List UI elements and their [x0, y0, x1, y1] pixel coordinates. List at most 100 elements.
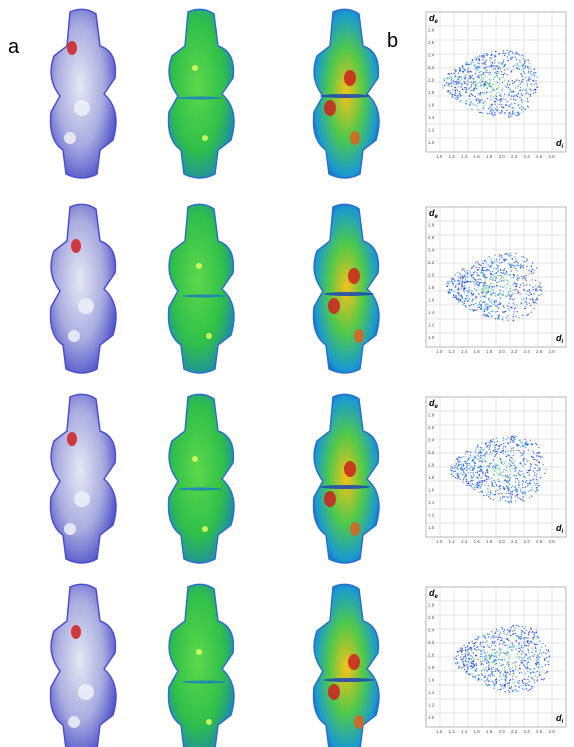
fingerprint-point — [535, 83, 536, 84]
fingerprint-point — [531, 294, 532, 295]
fingerprint-point — [517, 311, 518, 312]
fingerprint-point — [521, 276, 522, 277]
fingerprint-point — [518, 292, 519, 293]
fingerprint-point — [547, 661, 548, 662]
fingerprint-point — [491, 673, 492, 674]
fingerprint-point — [501, 98, 502, 99]
fingerprint-point — [498, 68, 499, 69]
fingerprint-point — [482, 79, 483, 80]
fingerprint-point — [535, 280, 536, 281]
fingerprint-point — [466, 461, 467, 462]
fingerprint-point — [493, 69, 494, 70]
figure-row: 1.01.21.41.61.82.02.22.42.62.81.01.21.41… — [51, 204, 567, 373]
fingerprint-point — [505, 295, 506, 296]
surface-spot — [68, 330, 80, 342]
fingerprint-point — [515, 65, 516, 66]
fingerprint-point — [474, 489, 475, 490]
fingerprint-point — [527, 472, 528, 473]
surface-spot — [74, 100, 90, 116]
fingerprint-point — [457, 289, 458, 290]
fingerprint-point — [457, 469, 458, 470]
fingerprint-point — [521, 105, 522, 106]
fingerprint-point — [448, 83, 449, 84]
fingerprint-point — [471, 292, 472, 293]
fingerprint-point — [505, 678, 506, 679]
fingerprint-point — [457, 95, 458, 96]
fingerprint-point — [513, 465, 514, 466]
fingerprint-point — [495, 482, 496, 483]
fingerprint-point — [528, 668, 529, 669]
fingerprint-point — [458, 299, 459, 300]
fingerprint-point — [531, 640, 532, 641]
fingerprint-point — [491, 113, 492, 114]
y-tick-label: 2.4 — [428, 628, 435, 633]
fingerprint-point — [521, 81, 522, 82]
fingerprint-point — [519, 638, 520, 639]
fingerprint-point — [508, 658, 509, 659]
fingerprint-point — [479, 264, 480, 265]
fingerprint-point — [492, 674, 493, 675]
fingerprint-point — [533, 679, 534, 680]
fingerprint-point — [517, 275, 518, 276]
fingerprint-point — [481, 484, 482, 485]
fingerprint-point — [474, 271, 475, 272]
fingerprint-point — [540, 457, 541, 458]
fingerprint-point — [487, 659, 488, 660]
fingerprint-point — [490, 60, 491, 61]
fingerprint-point — [516, 79, 517, 80]
fingerprint-point — [453, 468, 454, 469]
fingerprint-point — [482, 282, 483, 283]
fingerprint-point — [485, 67, 486, 68]
fingerprint-point — [511, 307, 512, 308]
fingerprint-point — [509, 477, 510, 478]
fingerprint-point — [511, 91, 512, 92]
fingerprint-point — [497, 106, 498, 107]
fingerprint-point — [485, 75, 486, 76]
fingerprint-point — [479, 302, 480, 303]
fingerprint-point — [501, 74, 502, 75]
fingerprint-point — [449, 76, 450, 77]
fingerprint-point — [478, 492, 479, 493]
fingerprint-point — [481, 85, 482, 86]
fingerprint-point — [485, 61, 486, 62]
fingerprint-point — [528, 474, 529, 475]
fingerprint-point — [520, 647, 521, 648]
fingerprint-point — [495, 98, 496, 99]
fingerprint-point — [481, 442, 482, 443]
fingerprint-point — [461, 457, 462, 458]
fingerprint-point — [533, 470, 534, 471]
fingerprint-point — [511, 71, 512, 72]
fingerprint-point — [520, 446, 521, 447]
fingerprint-point — [498, 53, 499, 54]
fingerprint-point — [538, 467, 539, 468]
fingerprint-point — [519, 498, 520, 499]
surface-shape — [51, 9, 117, 178]
fingerprint-point — [479, 66, 480, 67]
fingerprint-point — [488, 476, 489, 477]
fingerprint-point — [477, 284, 478, 285]
fingerprint-point — [482, 81, 483, 82]
fingerprint-point — [507, 682, 508, 683]
fingerprint-point — [501, 53, 502, 54]
y-tick-label: 2.8 — [428, 603, 435, 608]
fingerprint-point — [474, 309, 475, 310]
fingerprint-point — [465, 103, 466, 104]
fingerprint-point — [471, 673, 472, 674]
fingerprint-point — [457, 90, 458, 91]
fingerprint-point — [461, 83, 462, 84]
fingerprint-point — [525, 275, 526, 276]
y-tick-label: 2.4 — [428, 53, 435, 58]
y-tick-label: 2.6 — [428, 235, 435, 240]
fingerprint-point — [475, 671, 476, 672]
fingerprint-point — [475, 59, 476, 60]
fingerprint-point — [519, 60, 520, 61]
fingerprint-point — [501, 90, 502, 91]
fingerprint-point — [507, 501, 508, 502]
fingerprint-point — [452, 97, 453, 98]
fingerprint-point — [475, 310, 476, 311]
y-tick-label: 1.0 — [428, 715, 435, 720]
fingerprint-point — [487, 304, 488, 305]
fingerprint-point — [529, 632, 530, 633]
fingerprint-point — [508, 486, 509, 487]
fingerprint-point — [448, 291, 449, 292]
